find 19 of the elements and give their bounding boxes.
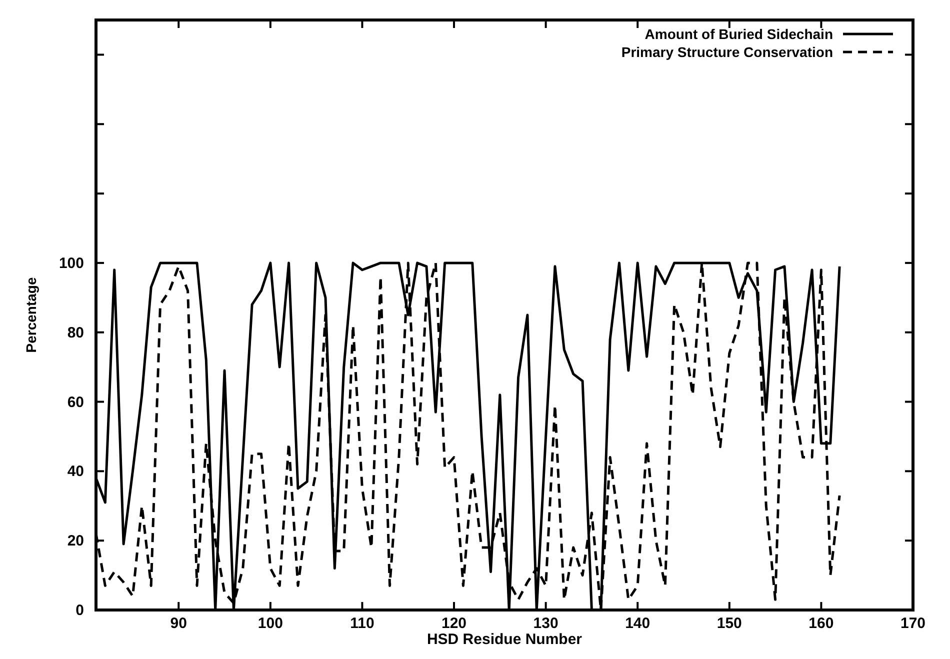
y-tick-label: 60 [67,394,84,411]
y-tick-label: 100 [58,254,84,272]
y-tick-label: 80 [67,324,84,342]
x-tick-label: 90 [170,615,187,632]
y-tick-label: 0 [76,602,84,619]
x-tick-label: 150 [716,615,742,632]
x-tick-label: 140 [625,615,650,632]
y-tick-label: 40 [67,463,84,480]
x-axis-title: HSD Residue Number [426,631,582,648]
x-tick-label: 100 [258,615,283,632]
y-axis-title: Percentage [23,277,39,353]
legend-label: Amount of Buried Sidechain [644,26,833,42]
x-tick-label: 170 [900,615,926,632]
x-tick-label: 120 [441,615,467,632]
x-tick-label: 110 [350,615,374,632]
x-tick-label: 130 [533,615,558,632]
x-tick-label: 160 [808,615,834,632]
y-tick-label: 20 [67,532,84,550]
legend-label: Primary Structure Conservation [621,44,833,60]
